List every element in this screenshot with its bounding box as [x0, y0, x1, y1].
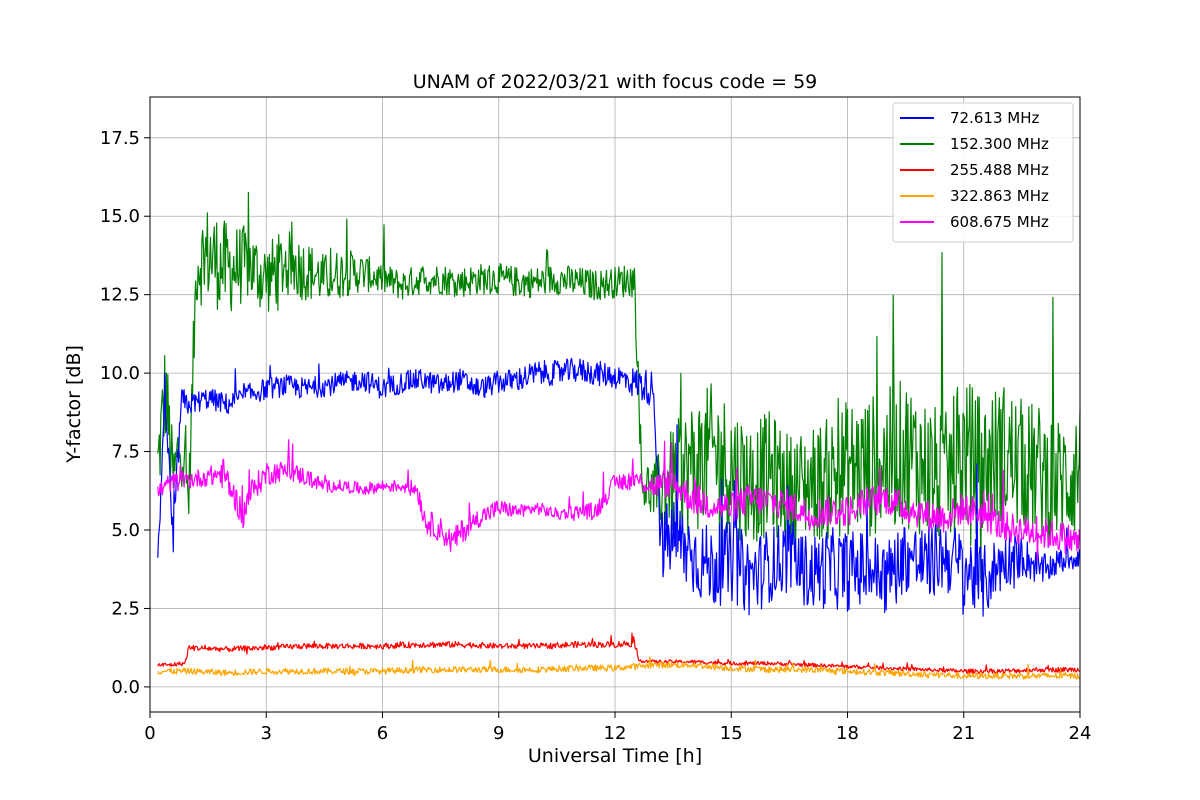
series-line-608-675-mhz — [157, 439, 1081, 562]
x-tick-label: 18 — [836, 723, 859, 744]
legend-box — [892, 102, 1074, 243]
y-tick-label: 5.0 — [111, 520, 140, 541]
legend-label: 608.675 MHz — [950, 213, 1049, 231]
series-lines — [157, 191, 1081, 680]
y-tick-label: 7.5 — [111, 442, 140, 463]
y-tick-label: 2.5 — [111, 598, 140, 619]
legend-label: 152.300 MHz — [950, 135, 1049, 153]
series-line-255-488-mhz — [157, 632, 1080, 675]
x-tick-label: 3 — [261, 723, 272, 744]
chart-title: UNAM of 2022/03/21 with focus code = 59 — [413, 71, 818, 93]
y-tick-label: 15.0 — [100, 206, 140, 227]
x-tick-label: 9 — [493, 723, 504, 744]
x-tick-label: 15 — [720, 723, 743, 744]
x-tick-label: 21 — [952, 723, 975, 744]
x-tick-label: 24 — [1069, 723, 1092, 744]
x-axis-label: Universal Time [h] — [528, 745, 702, 767]
x-tick-label: 12 — [604, 723, 627, 744]
legend-label: 255.488 MHz — [950, 161, 1049, 179]
y-tick-label: 12.5 — [100, 285, 140, 306]
series-line-72-613-mhz — [157, 357, 1081, 617]
x-axis-ticks: 0 3 6 9 12 15 18 21 24 — [144, 712, 1091, 744]
y-axis-ticks: 0.0 2.5 5.0 7.5 10.0 12.5 15.0 17.5 — [100, 128, 150, 698]
x-tick-label: 0 — [144, 723, 155, 744]
y-tick-label: 10.0 — [100, 363, 140, 384]
legend-label: 72.613 MHz — [950, 109, 1039, 127]
legend: 72.613 MHz 152.300 MHz 255.488 MHz 322.863 … — [892, 102, 1074, 243]
series-line-322-863-mhz — [157, 656, 1081, 680]
y-tick-label: 0.0 — [111, 677, 140, 698]
y-axis-label: Y-factor [dB] — [63, 345, 85, 464]
y-tick-label: 17.5 — [100, 128, 140, 149]
x-tick-label: 6 — [377, 723, 388, 744]
legend-label: 322.863 MHz — [950, 187, 1049, 205]
